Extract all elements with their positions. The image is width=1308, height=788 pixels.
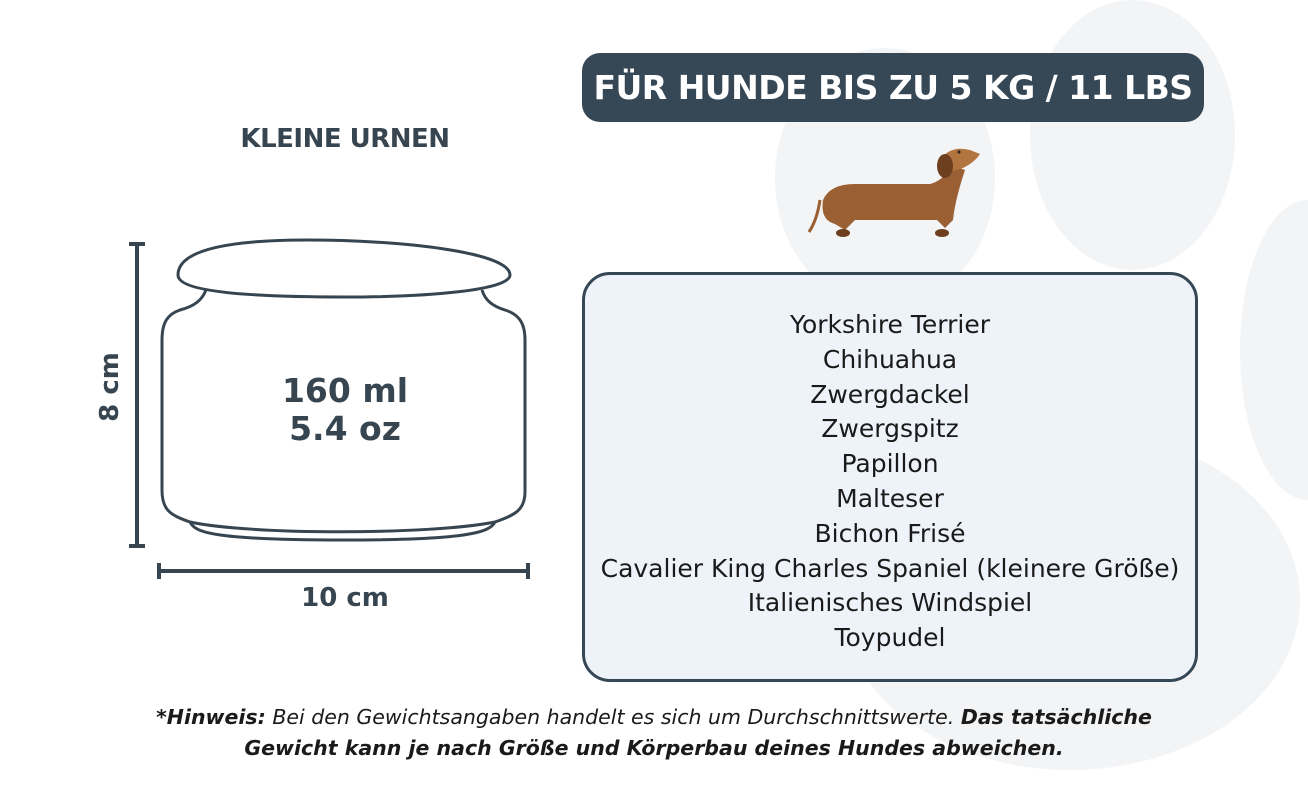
list-item: Malteser [836,483,944,513]
list-item: Papillon [841,449,939,479]
height-label: 8 cm [95,352,125,422]
list-item: Toypudel [834,623,946,653]
list-item: Zwergspitz [821,414,959,444]
volume-oz: 5.4 oz [289,409,401,448]
width-label: 10 cm [301,583,389,613]
urn-drawing [129,238,530,579]
list-item: Cavalier King Charles Spaniel (kleinere … [600,553,1180,583]
note-text: Bei den Gewichtsangaben handelt es sich … [265,705,961,729]
note-label: *Hinweis: [156,705,266,729]
section-title: KLEINE URNEN [240,124,450,154]
paw-print-pad [1030,0,1235,270]
disclaimer-note: *Hinweis: Bei den Gewichtsangaben handel… [120,702,1188,764]
list-item: Chihuahua [822,344,958,374]
list-item: Bichon Frisé [814,518,966,548]
paw-print-pad [1240,200,1308,500]
list-item: Italienisches Windspiel [747,588,1033,618]
breed-list: Yorkshire Terrier Chihuahua Zwergdackel … [582,272,1198,682]
volume-ml: 160 ml [281,371,409,410]
dachshund-illustration [807,148,980,237]
list-item: Yorkshire Terrier [790,310,990,339]
list-item: Zwergdackel [810,379,970,409]
note-emphasis: Das tatsächliche Gewicht kann je nach Gr… [244,705,1152,760]
urn-volume: 160 ml 5.4 oz [245,372,445,448]
weight-badge: FÜR HUNDE BIS ZU 5 KG / 11 LBS [582,53,1204,122]
